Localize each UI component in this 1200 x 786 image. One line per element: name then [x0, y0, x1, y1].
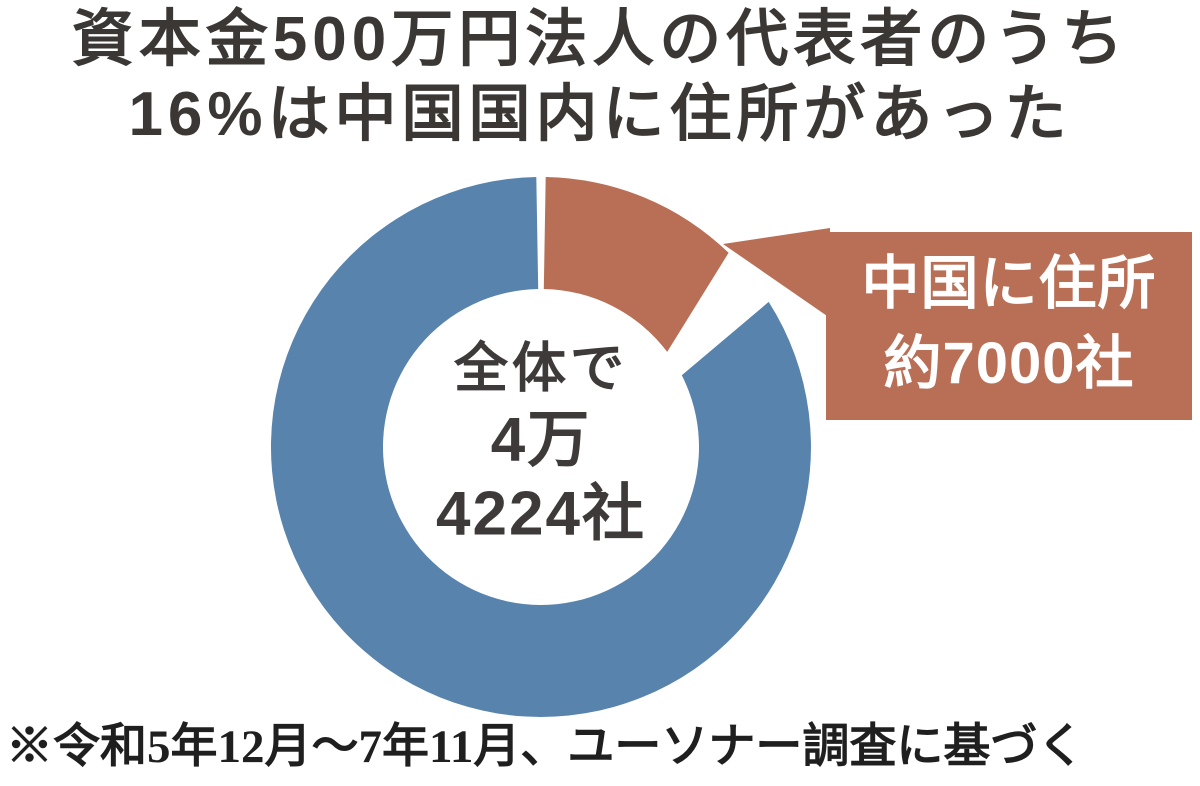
source-note: ※令和5年12月〜7年11月、ユーソナー調査に基づく — [6, 721, 1085, 773]
donut-center-line2: 4万 — [490, 405, 592, 475]
donut-center-line1: 全体で — [454, 338, 628, 399]
chart-title-line2: 16%は中国国内に住所があった — [128, 80, 1072, 149]
callout-box: 中国に住所 約7000社 — [826, 232, 1192, 420]
donut-center-label: 全体で 4万 4224社 — [436, 334, 646, 552]
pie-slice-china — [543, 177, 729, 352]
donut-center-line3: 4224社 — [436, 479, 646, 549]
chart-title-line1: 資本金500万円法人の代表者のうち — [71, 5, 1129, 74]
callout-pointer — [723, 228, 830, 318]
callout-line2: 約7000社 — [883, 331, 1135, 396]
pie-slice-other — [270, 177, 811, 717]
callout-line1: 中国に住所 — [861, 251, 1157, 316]
chart-title: 資本金500万円法人の代表者のうち 16%は中国国内に住所があった — [0, 2, 1200, 152]
